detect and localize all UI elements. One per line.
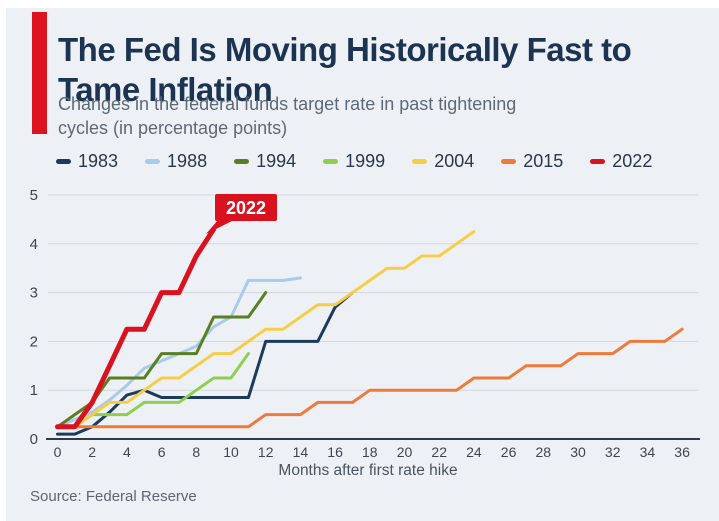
legend-label: 1983 xyxy=(78,151,119,171)
y-tick-label-2: 2 xyxy=(30,333,38,350)
x-tick-label-28: 28 xyxy=(536,444,552,460)
annotation-box xyxy=(215,194,277,221)
series-line-2004 xyxy=(56,230,476,429)
annotation-label: 2022 xyxy=(226,198,266,218)
x-tick-label-34: 34 xyxy=(640,444,656,460)
legend-label: 1988 xyxy=(167,151,208,171)
top-border xyxy=(0,0,719,8)
y-tick-label-0: 0 xyxy=(30,431,38,448)
x-tick-label-20: 20 xyxy=(397,444,413,460)
y-tick-label-1: 1 xyxy=(30,382,38,399)
legend: 1983 1988 1994 1999 2004 2015 2022 xyxy=(56,151,706,172)
x-tick-label-24: 24 xyxy=(466,444,482,460)
legend-item-2022: 2022 xyxy=(590,151,652,172)
legend-swatch-1994 xyxy=(234,159,250,164)
legend-label: 1994 xyxy=(256,151,297,171)
x-tick-label-30: 30 xyxy=(570,444,586,460)
x-tick-label-26: 26 xyxy=(501,444,517,460)
x-tick-label-8: 8 xyxy=(192,444,200,460)
legend-item-1994: 1994 xyxy=(234,151,296,172)
y-tick-label-4: 4 xyxy=(30,236,38,253)
x-tick-label-36: 36 xyxy=(674,444,690,460)
red-accent-bar xyxy=(32,12,47,134)
x-tick-label-22: 22 xyxy=(431,444,447,460)
x-tick-label-32: 32 xyxy=(605,444,621,460)
x-tick-label-16: 16 xyxy=(327,444,343,460)
x-axis-title: Months after first rate hike xyxy=(278,462,457,479)
series-line-2015 xyxy=(56,327,684,429)
series-line-1983 xyxy=(56,291,354,436)
x-tick-label-12: 12 xyxy=(258,444,274,460)
annotation-pointer xyxy=(206,220,234,234)
legend-item-1988: 1988 xyxy=(145,151,207,172)
series-line-2022 xyxy=(55,226,217,430)
x-tick-label-0: 0 xyxy=(54,444,62,460)
x-tick-label-18: 18 xyxy=(362,444,378,460)
legend-label: 2004 xyxy=(434,151,475,171)
page-title: The Fed Is Moving Historically Fast to T… xyxy=(58,31,632,108)
x-tick-label-10: 10 xyxy=(223,444,239,460)
y-tick-label-3: 3 xyxy=(30,285,38,302)
legend-item-1999: 1999 xyxy=(323,151,385,172)
legend-item-2015: 2015 xyxy=(501,151,563,172)
legend-swatch-1999 xyxy=(323,159,339,164)
chart-subtitle: Changes in the federal funds target rate… xyxy=(58,94,517,139)
legend-swatch-1983 xyxy=(56,159,71,164)
legend-swatch-1988 xyxy=(145,159,161,164)
y-tick-label-5: 5 xyxy=(30,187,38,204)
x-tick-label-4: 4 xyxy=(123,444,131,460)
legend-label: 2015 xyxy=(523,151,564,171)
x-tick-label-14: 14 xyxy=(293,444,309,460)
legend-label: 1999 xyxy=(345,151,386,171)
left-border xyxy=(0,0,6,521)
legend-swatch-2022 xyxy=(590,159,606,164)
legend-swatch-2015 xyxy=(501,159,517,164)
source-note: Source: Federal Reserve xyxy=(30,488,197,505)
legend-label: 2022 xyxy=(612,151,653,171)
x-tick-label-6: 6 xyxy=(158,444,166,460)
x-tick-label-2: 2 xyxy=(88,444,96,460)
legend-item-1983: 1983 xyxy=(56,151,118,172)
legend-swatch-2004 xyxy=(412,159,428,164)
legend-item-2004: 2004 xyxy=(412,151,474,172)
